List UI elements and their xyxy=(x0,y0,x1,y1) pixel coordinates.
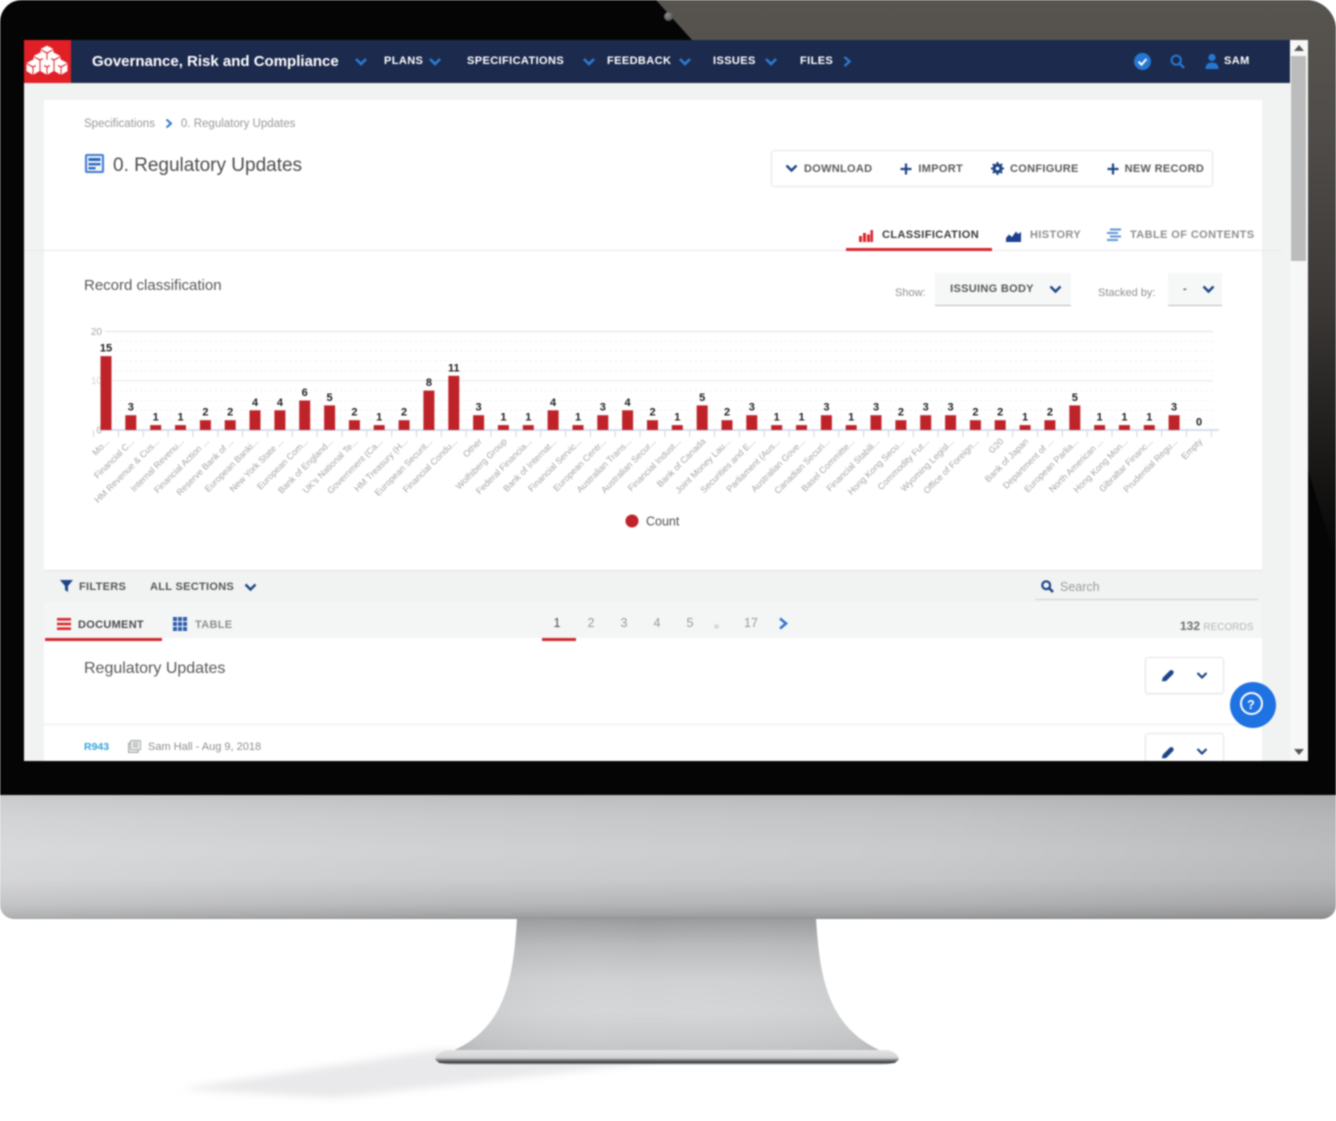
svg-text:3: 3 xyxy=(823,402,829,414)
svg-text:1: 1 xyxy=(376,412,382,424)
svg-text:3: 3 xyxy=(128,402,134,414)
svg-text:5: 5 xyxy=(1072,392,1078,404)
svg-text:G20: G20 xyxy=(987,436,1006,455)
svg-text:1: 1 xyxy=(575,412,581,424)
svg-text:Empty: Empty xyxy=(1179,436,1204,461)
svg-text:1: 1 xyxy=(153,412,159,424)
svg-text:1: 1 xyxy=(1097,412,1103,424)
svg-text:1: 1 xyxy=(177,412,183,424)
svg-text:3: 3 xyxy=(600,402,606,414)
svg-text:2: 2 xyxy=(997,407,1003,419)
svg-text:3: 3 xyxy=(948,402,954,414)
svg-text:2: 2 xyxy=(649,407,655,419)
svg-text:11: 11 xyxy=(448,362,460,374)
svg-text:4: 4 xyxy=(550,397,557,409)
svg-text:1: 1 xyxy=(1146,412,1152,424)
svg-text:2: 2 xyxy=(351,407,357,419)
svg-text:20: 20 xyxy=(91,327,103,338)
svg-text:5: 5 xyxy=(699,392,705,404)
svg-text:2: 2 xyxy=(202,407,208,419)
svg-text:6: 6 xyxy=(302,387,308,399)
svg-text:3: 3 xyxy=(749,402,755,414)
svg-text:1: 1 xyxy=(500,412,506,424)
svg-text:Mo...: Mo... xyxy=(90,436,111,457)
svg-text:0: 0 xyxy=(1196,417,1202,429)
svg-text:10: 10 xyxy=(91,376,103,387)
svg-text:Other: Other xyxy=(461,436,484,459)
svg-text:3: 3 xyxy=(873,402,879,414)
svg-text:2: 2 xyxy=(401,407,407,419)
svg-text:1: 1 xyxy=(1022,412,1028,424)
svg-text:2: 2 xyxy=(227,407,233,419)
svg-text:2: 2 xyxy=(724,407,730,419)
svg-text:2: 2 xyxy=(1047,407,1053,419)
svg-text:0: 0 xyxy=(96,426,102,437)
svg-text:1: 1 xyxy=(674,412,680,424)
svg-text:1: 1 xyxy=(525,412,531,424)
svg-text:1: 1 xyxy=(774,412,780,424)
svg-text:Count: Count xyxy=(646,515,680,529)
svg-text:3: 3 xyxy=(476,402,482,414)
svg-text:4: 4 xyxy=(277,397,284,409)
svg-text:3: 3 xyxy=(1171,402,1177,414)
svg-text:1: 1 xyxy=(798,412,804,424)
svg-text:2: 2 xyxy=(898,407,904,419)
svg-text:15: 15 xyxy=(100,343,112,355)
svg-text:1: 1 xyxy=(848,412,854,424)
svg-text:2: 2 xyxy=(972,407,978,419)
svg-text:5: 5 xyxy=(327,392,333,404)
svg-text:4: 4 xyxy=(625,397,632,409)
svg-text:4: 4 xyxy=(252,397,259,409)
svg-text:3: 3 xyxy=(923,402,929,414)
svg-text:8: 8 xyxy=(426,377,432,389)
svg-text:1: 1 xyxy=(1121,412,1127,424)
